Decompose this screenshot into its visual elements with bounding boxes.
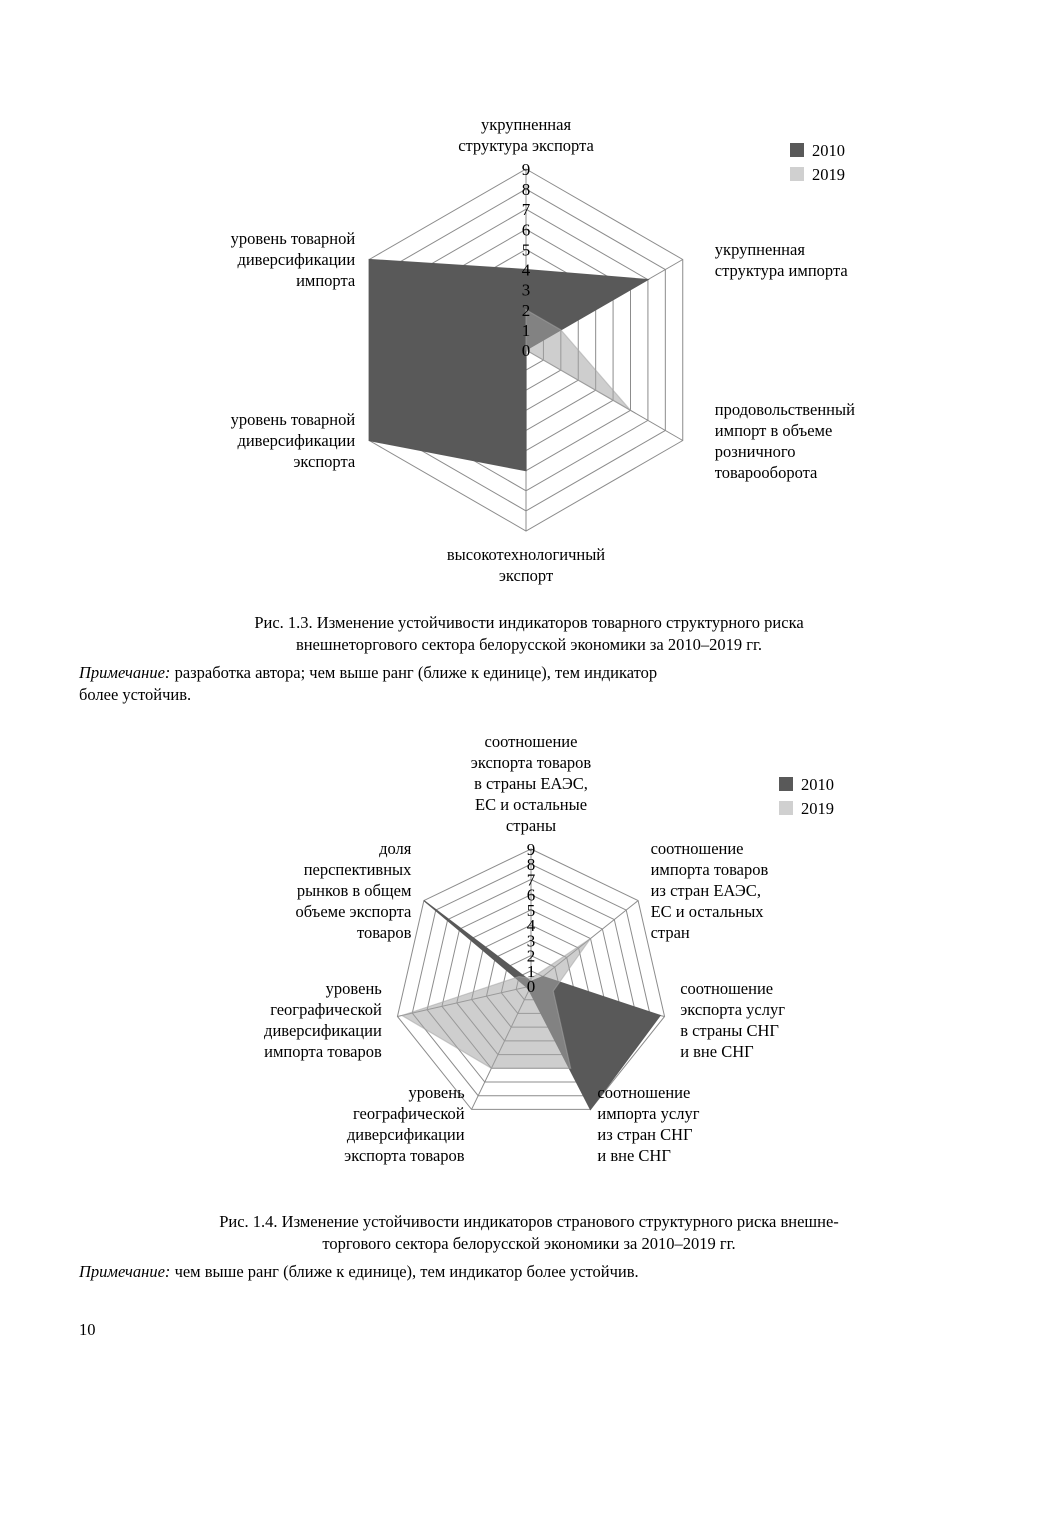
svg-text:6: 6 [522, 220, 531, 239]
svg-text:5: 5 [522, 240, 531, 259]
svg-text:9: 9 [522, 160, 531, 179]
svg-text:2: 2 [522, 301, 531, 320]
svg-text:0: 0 [522, 341, 531, 360]
svg-text:1: 1 [522, 321, 531, 340]
svg-text:8: 8 [522, 180, 531, 199]
svg-text:3: 3 [522, 281, 531, 300]
svg-text:9: 9 [527, 840, 536, 859]
svg-text:7: 7 [522, 200, 531, 219]
svg-text:4: 4 [522, 261, 531, 280]
